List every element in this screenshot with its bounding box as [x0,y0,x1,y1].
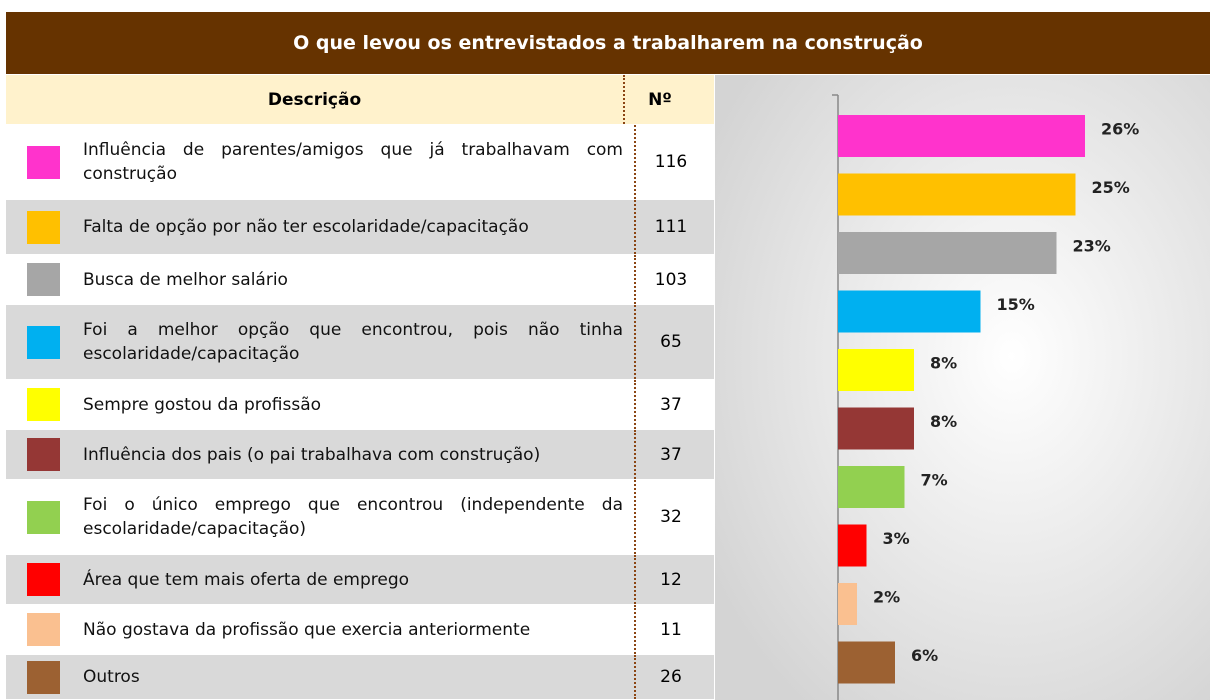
row-count: 32 [634,480,706,554]
bar-value-label: 8% [930,412,957,431]
table: Descrição Nº Influência de parentes/amig… [6,75,714,700]
chart: 26% 25% 23% 15% 8% 8% 7% 3% 2% 6% [715,75,1210,700]
table-header: Descrição Nº [6,75,714,125]
color-swatch [27,263,60,296]
row-count: 111 [634,200,706,254]
table-row: Outros 26 [6,655,714,700]
color-swatch [27,660,60,694]
row-count: 26 [634,655,706,699]
color-swatch [27,325,60,359]
row-count: 103 [634,255,706,304]
bar [838,173,1076,216]
bar-value-label: 15% [997,295,1035,314]
color-swatch [27,613,60,646]
bar-value-label: 23% [1073,237,1111,256]
bar-value-label: 26% [1101,120,1139,139]
row-description: Falta de opção por não ter escolaridade/… [83,217,529,237]
color-swatch [27,500,60,534]
table-row: Foi o único emprego que encontrou (indep… [6,480,714,555]
row-description: Não gostava da profissão que exercia ant… [83,619,531,640]
row-description: Sempre gostou da profissão [83,394,322,415]
row-description: Influência de parentes/amigos que já tra… [83,140,623,184]
bar-value-label: 6% [911,646,938,665]
row-description: Outros [83,667,140,687]
color-swatch [27,438,60,471]
row-description: Foi a melhor opção que encontrou, pois n… [83,320,623,364]
table-row: Não gostava da profissão que exercia ant… [6,605,714,655]
color-swatch [27,145,60,179]
bar [838,349,914,391]
table-row: Foi a melhor opção que encontrou, pois n… [6,305,714,380]
color-swatch [27,210,60,244]
table-row: Busca de melhor salário 103 [6,255,714,305]
bar [838,466,905,508]
row-description: Influência dos pais (o pai trabalhava co… [83,444,541,465]
table-row: Sempre gostou da profissão 37 [6,380,714,430]
bar [838,641,895,684]
row-description: Área que tem mais oferta de emprego [83,569,410,590]
bar-value-label: 25% [1092,178,1130,197]
title: O que levou os entrevistados a trabalhar… [6,12,1210,74]
row-count: 37 [634,380,706,429]
row-count: 65 [634,305,706,379]
color-swatch [27,563,60,596]
table-row: Influência de parentes/amigos que já tra… [6,125,714,200]
bar-value-label: 3% [883,529,910,548]
row-count: 12 [634,555,706,604]
color-swatch [27,388,60,421]
bar [838,583,857,625]
bar [838,524,867,567]
bar-value-label: 2% [873,588,900,607]
row-description: Busca de melhor salário [83,269,288,290]
row-description: Foi o único emprego que encontrou (indep… [83,495,623,539]
header-description: Descrição [267,89,362,110]
bar-value-label: 7% [921,471,948,490]
bar [838,232,1057,274]
bar [838,290,981,333]
bar-value-label: 8% [930,354,957,373]
bar [838,407,914,450]
row-count: 37 [634,430,706,479]
table-row: Falta de opção por não ter escolaridade/… [6,200,714,255]
row-count: 11 [634,605,706,654]
chart-background [715,75,1210,700]
bar [838,115,1085,157]
table-row: Área que tem mais oferta de emprego 12 [6,555,714,605]
table-row: Influência dos pais (o pai trabalhava co… [6,430,714,480]
row-count: 116 [634,125,706,199]
header-count: Nº [623,75,695,124]
